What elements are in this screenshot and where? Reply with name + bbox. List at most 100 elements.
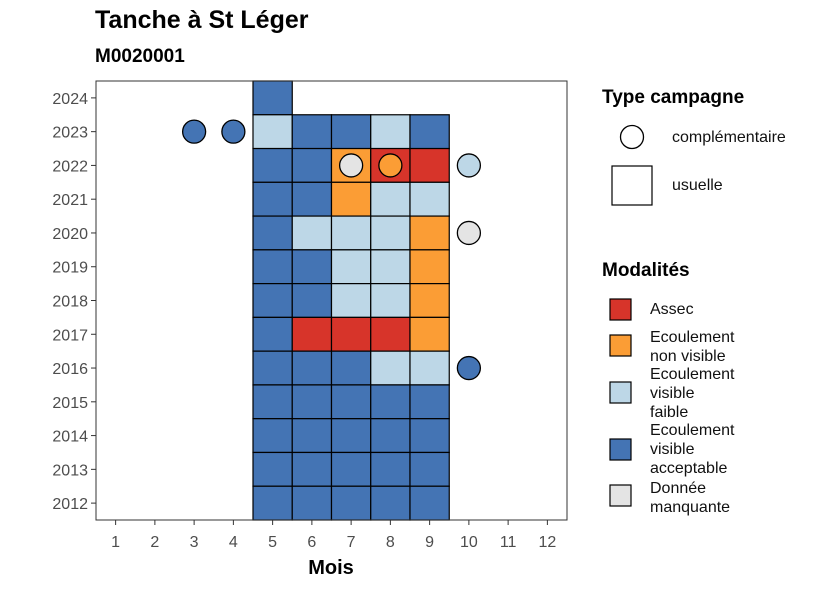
cell-2022-5 xyxy=(252,147,293,183)
cell-2017-7 xyxy=(330,316,372,352)
y-tick-label: 2014 xyxy=(52,429,88,446)
legend-key-ecoulement-visible-acceptable xyxy=(609,438,632,461)
legend-type-title: Type campagne xyxy=(602,87,745,108)
y-tick-label: 2017 xyxy=(52,327,88,344)
point-2022-8 xyxy=(378,153,403,178)
legend-modalite-label: Donnée manquante xyxy=(650,480,731,516)
cell-2015-6 xyxy=(291,384,333,420)
cell-2013-6 xyxy=(291,451,333,487)
x-tick-label: 9 xyxy=(425,534,434,551)
x-tick-label: 4 xyxy=(229,534,238,551)
legend-modalite-label: Assec xyxy=(650,301,694,318)
point-2020-10 xyxy=(456,220,482,246)
cell-2015-9 xyxy=(409,384,450,420)
legend-modalites-keys xyxy=(609,298,632,507)
y-tick-label: 2018 xyxy=(52,294,88,311)
cell-2012-8 xyxy=(370,485,411,521)
y-axis: 2012 2013 2014 2015 2016 2017 2018 2019 2020 2021… xyxy=(52,91,96,513)
cell-2020-7 xyxy=(330,215,372,251)
cell-2021-8 xyxy=(370,181,411,217)
legend-key-assec xyxy=(609,298,632,321)
cell-2017-9 xyxy=(409,316,450,352)
cell-2013-7 xyxy=(330,451,372,487)
y-tick-label: 2022 xyxy=(52,158,88,175)
cell-2014-5 xyxy=(252,418,293,454)
cell-2017-5 xyxy=(252,316,293,352)
cell-2023-6 xyxy=(291,114,333,150)
cell-2021-7 xyxy=(330,181,372,217)
chart-title: Tanche à St Léger xyxy=(95,6,309,34)
cell-2015-7 xyxy=(330,384,372,420)
y-tick-label: 2013 xyxy=(52,462,88,479)
cell-2014-9 xyxy=(409,418,450,454)
y-tick-label: 2020 xyxy=(52,226,88,243)
legend-key-donn-e-manquante xyxy=(609,484,632,507)
y-tick-label: 2021 xyxy=(52,192,88,209)
y-tick-label: 2012 xyxy=(52,496,88,513)
cell-2014-8 xyxy=(370,418,411,454)
cell-2014-7 xyxy=(330,418,372,454)
point-2016-10 xyxy=(456,355,482,381)
legend-modalite-label: Ecoulement visible faible xyxy=(650,366,735,421)
x-axis: 1 2 3 4 5 6 7 8 9 10 11 12 xyxy=(111,520,556,551)
cell-2015-8 xyxy=(370,384,411,420)
cell-2012-6 xyxy=(291,485,333,521)
point-2022-7 xyxy=(338,153,364,178)
y-tick-label: 2015 xyxy=(52,395,88,412)
cell-2019-9 xyxy=(409,249,450,285)
complementaire-points xyxy=(181,119,482,381)
cell-2024-5 xyxy=(252,80,293,116)
cell-2019-7 xyxy=(330,249,372,285)
cell-2018-7 xyxy=(330,283,372,318)
x-tick-label: 8 xyxy=(386,534,395,551)
cell-2013-5 xyxy=(252,451,293,487)
cell-2019-5 xyxy=(252,249,293,285)
cell-2022-6 xyxy=(291,147,333,183)
y-tick-label: 2016 xyxy=(52,361,88,378)
cell-2016-5 xyxy=(252,350,293,386)
cell-2023-9 xyxy=(409,114,450,150)
x-tick-label: 12 xyxy=(538,534,556,551)
cell-2020-9 xyxy=(409,215,450,251)
cell-2018-9 xyxy=(409,283,450,318)
x-tick-label: 10 xyxy=(460,534,478,551)
cell-2016-9 xyxy=(409,350,450,386)
cell-2013-9 xyxy=(409,451,450,487)
cell-2018-5 xyxy=(252,283,293,318)
cell-2017-6 xyxy=(291,316,333,352)
chart-subtitle: M0020001 xyxy=(95,46,185,67)
legend-modalites-title: Modalités xyxy=(602,260,690,281)
cell-2016-8 xyxy=(370,350,411,386)
x-tick-label: 7 xyxy=(347,534,356,551)
x-tick-label: 5 xyxy=(268,534,277,551)
point-2023-4 xyxy=(221,119,246,144)
cell-2012-9 xyxy=(409,485,450,521)
usuelle-cells xyxy=(252,80,450,521)
legend-type-label-complementaire: complémentaire xyxy=(672,129,786,146)
cell-2012-7 xyxy=(330,485,372,521)
point-2023-3 xyxy=(181,119,207,144)
cell-2020-8 xyxy=(370,215,411,251)
y-tick-label: 2023 xyxy=(52,125,88,142)
legend-modalite-label: Ecoulement non visible xyxy=(650,329,735,365)
cell-2023-8 xyxy=(370,114,411,150)
cell-2020-5 xyxy=(252,215,293,251)
legend-type-label-usuelle: usuelle xyxy=(672,177,723,194)
x-tick-label: 3 xyxy=(190,534,199,551)
cell-2018-6 xyxy=(291,283,333,318)
cell-2018-8 xyxy=(370,283,411,318)
cell-2016-6 xyxy=(291,350,333,386)
x-tick-label: 2 xyxy=(150,534,159,551)
legend-key-ecoulement-non-visible xyxy=(609,334,632,357)
y-tick-label: 2019 xyxy=(52,260,88,277)
y-tick-label: 2024 xyxy=(52,91,88,108)
legend-key-usuelle xyxy=(611,165,653,206)
legend-key-ecoulement-visible-faible xyxy=(609,381,632,404)
cell-2019-6 xyxy=(291,249,333,285)
cell-2014-6 xyxy=(291,418,333,454)
cell-2020-6 xyxy=(291,215,333,251)
cell-2015-5 xyxy=(252,384,293,420)
cell-2022-9 xyxy=(409,147,450,183)
cell-2023-7 xyxy=(330,114,372,150)
